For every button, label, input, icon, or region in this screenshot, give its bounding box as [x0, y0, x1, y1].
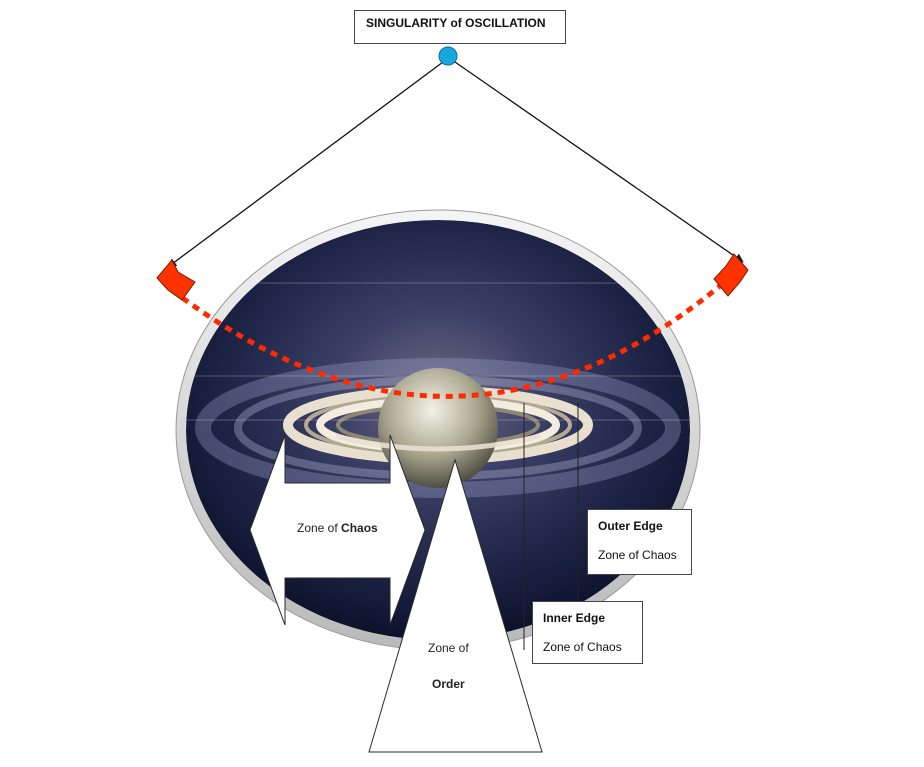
- zone-of-chaos-prefix: Zone of: [297, 521, 342, 535]
- right-pendulum-line: [454, 61, 744, 263]
- left-pendulum-line: [167, 61, 444, 268]
- inner-edge-title: Inner Edge: [543, 611, 606, 625]
- zone-of-order-line2: Order: [432, 677, 465, 691]
- oscillation-arc: [170, 273, 735, 399]
- zone-of-chaos-label: Zone of Chaos: [297, 521, 378, 535]
- singularity-title-box: SINGULARITY of OSCILLATION: [354, 10, 566, 44]
- inner-edge-subtitle: Zone of Chaos: [543, 640, 622, 654]
- outer-edge-title: Outer Edge: [598, 519, 663, 533]
- singularity-node: [438, 46, 458, 66]
- order-triangle: [368, 458, 543, 753]
- zone-of-order-line1: Zone of: [428, 641, 469, 655]
- inner-edge-box: Inner Edge Zone of Chaos: [532, 601, 643, 664]
- outer-edge-subtitle: Zone of Chaos: [598, 548, 677, 562]
- right-oscillation-arrowhead: [713, 253, 749, 297]
- outer-edge-box: Outer Edge Zone of Chaos: [587, 509, 692, 575]
- singularity-title: SINGULARITY of OSCILLATION: [366, 16, 546, 30]
- left-oscillation-arrowhead: [156, 259, 196, 301]
- chaos-double-arrow: [249, 434, 426, 626]
- saturn-planet: [378, 368, 498, 488]
- zone-of-chaos-emphasis: Chaos: [341, 521, 378, 535]
